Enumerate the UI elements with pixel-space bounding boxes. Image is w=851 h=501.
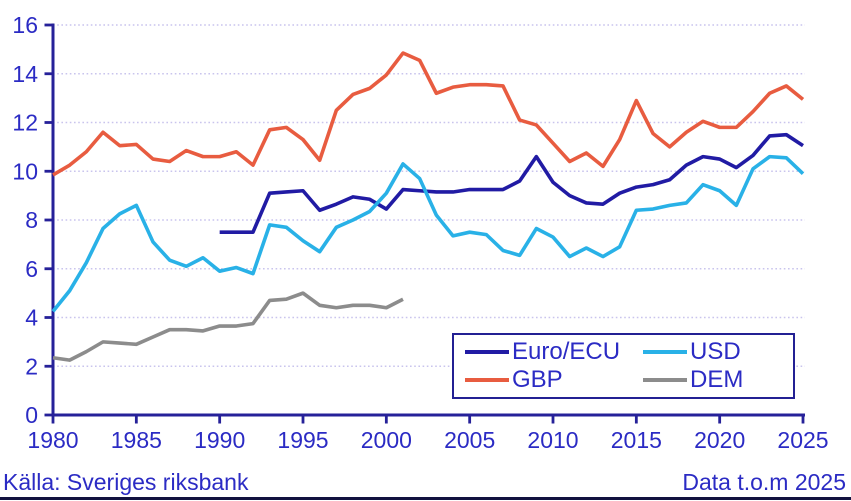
legend-item-euro-ecu[interactable]: Euro/ECU xyxy=(465,338,643,366)
legend-label-dem: DEM xyxy=(690,365,744,393)
x-tick-label: 2015 xyxy=(611,427,662,453)
series-line-usd xyxy=(51,154,805,313)
data-coverage-text: Data t.o.m 2025 xyxy=(682,469,846,495)
y-tick-label: 12 xyxy=(12,110,38,136)
series-line-dem xyxy=(52,291,404,362)
y-tick-label: 8 xyxy=(25,207,38,233)
source-text: Källa: Sveriges riksbank xyxy=(3,469,249,495)
legend-item-usd[interactable]: USD xyxy=(643,338,785,366)
x-tick-label: 2005 xyxy=(444,427,495,453)
y-tick-label: 14 xyxy=(12,61,38,87)
x-tick-label: 1995 xyxy=(277,427,328,453)
legend-item-gbp[interactable]: GBP xyxy=(465,365,643,393)
y-tick-label: 0 xyxy=(25,402,38,428)
y-tick-label: 2 xyxy=(25,353,38,379)
y-tick-label: 16 xyxy=(12,12,38,38)
legend-swatch-usd xyxy=(643,350,687,355)
series-line-gbp xyxy=(52,51,805,177)
y-tick-label: 10 xyxy=(12,158,38,184)
x-tick-label: 1985 xyxy=(111,427,162,453)
x-tick-label: 1990 xyxy=(194,427,245,453)
legend: Euro/ECU USD GBP DEM xyxy=(452,333,795,399)
series-line-euro-ecu xyxy=(219,132,804,234)
legend-label-gbp: GBP xyxy=(512,365,563,393)
legend-label-usd: USD xyxy=(690,338,741,366)
legend-swatch-gbp xyxy=(465,377,509,382)
x-tick-label: 2025 xyxy=(777,427,828,453)
x-tick-label: 2020 xyxy=(694,427,745,453)
x-tick-label: 1980 xyxy=(27,427,78,453)
y-tick-label: 6 xyxy=(25,256,38,282)
legend-swatch-euro-ecu xyxy=(465,350,509,355)
legend-item-dem[interactable]: DEM xyxy=(643,365,785,393)
y-tick-label: 4 xyxy=(25,305,38,331)
legend-swatch-dem xyxy=(643,377,687,382)
bottom-rule xyxy=(0,497,851,500)
x-tick-label: 2010 xyxy=(527,427,578,453)
legend-label-euro-ecu: Euro/ECU xyxy=(512,338,621,366)
x-tick-label: 2000 xyxy=(361,427,412,453)
